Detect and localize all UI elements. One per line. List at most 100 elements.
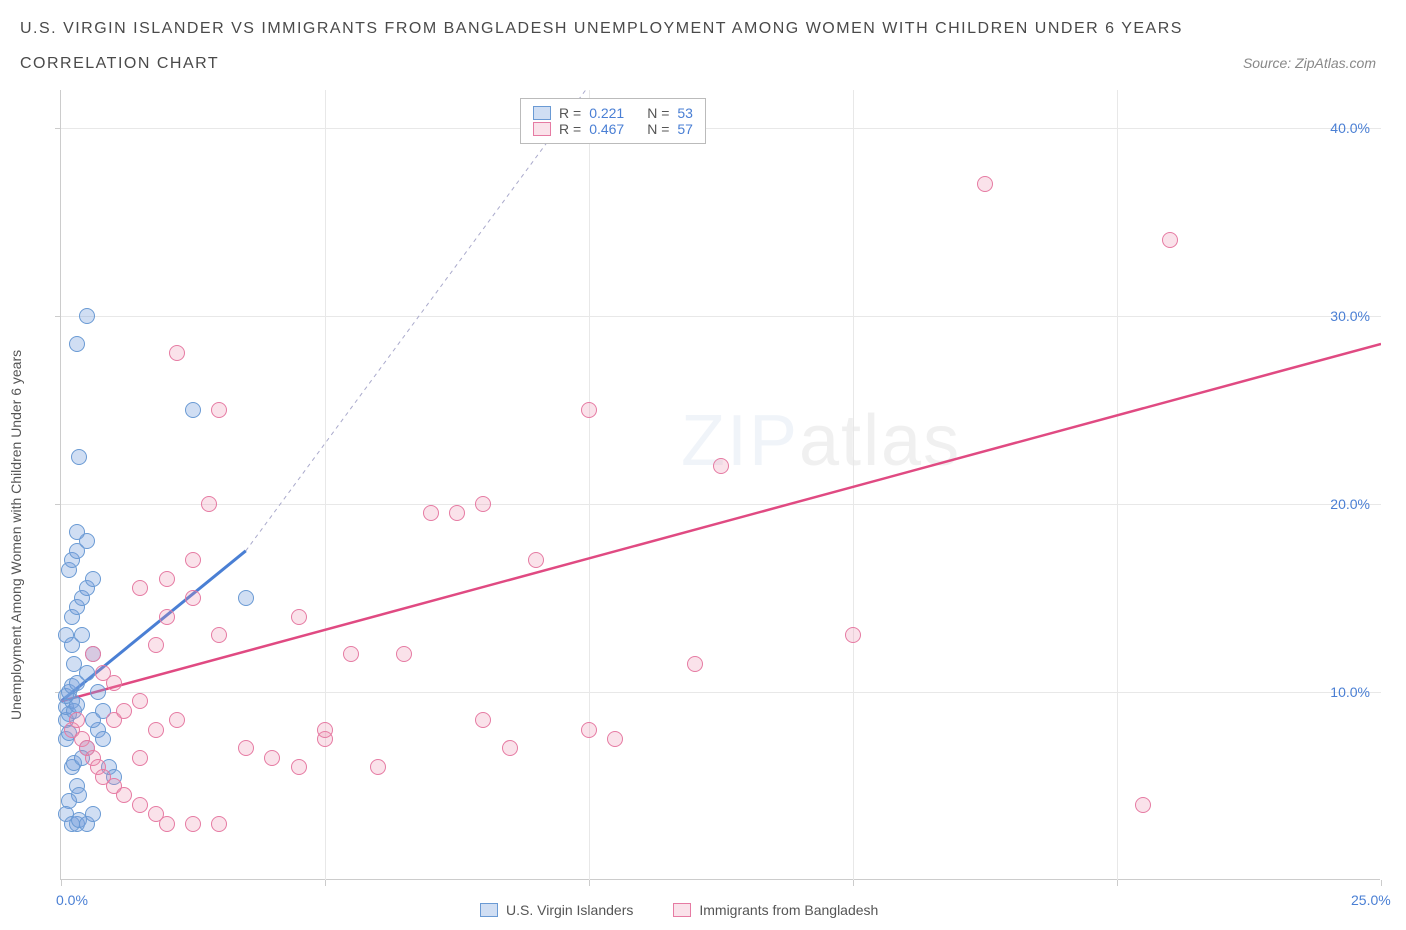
series-legend: U.S. Virgin Islanders Immigrants from Ban… [480, 902, 878, 918]
scatter-point [69, 336, 85, 352]
scatter-point [159, 571, 175, 587]
legend-bottom-item: Immigrants from Bangladesh [673, 902, 878, 918]
legend-n-value: 57 [677, 121, 693, 137]
x-tick-mark [853, 880, 854, 886]
scatter-point [528, 552, 544, 568]
scatter-point [343, 646, 359, 662]
legend-n-value: 53 [677, 105, 693, 121]
scatter-point [74, 627, 90, 643]
y-tick-mark [55, 504, 61, 505]
legend-series-name: Immigrants from Bangladesh [699, 902, 878, 918]
scatter-point [85, 806, 101, 822]
gridline-horizontal [61, 504, 1381, 505]
legend-r-label: R = [559, 121, 581, 137]
scatter-point [1162, 232, 1178, 248]
scatter-point [211, 402, 227, 418]
y-tick-label: 30.0% [1330, 308, 1370, 324]
x-tick-mark [1381, 880, 1382, 886]
scatter-point [201, 496, 217, 512]
gridline-vertical [589, 90, 590, 880]
watermark-zip: ZIP [681, 401, 799, 481]
legend-r-value: 0.221 [589, 105, 639, 121]
scatter-point [132, 797, 148, 813]
legend-r-label: R = [559, 105, 581, 121]
scatter-point [69, 712, 85, 728]
y-tick-mark [55, 316, 61, 317]
y-tick-label: 40.0% [1330, 120, 1370, 136]
legend-r-value: 0.467 [589, 121, 639, 137]
source-label: Source: ZipAtlas.com [1243, 55, 1376, 71]
scatter-point [396, 646, 412, 662]
gridline-horizontal [61, 692, 1381, 693]
y-tick-label: 10.0% [1330, 684, 1370, 700]
scatter-point [90, 684, 106, 700]
chart-plot-area: ZIPatlas 10.0%20.0%30.0%40.0%0.0%25.0% [60, 90, 1380, 880]
scatter-point [185, 590, 201, 606]
x-tick-mark [1117, 880, 1118, 886]
scatter-point [238, 740, 254, 756]
legend-swatch [673, 903, 691, 917]
gridline-horizontal [61, 316, 1381, 317]
scatter-point [159, 816, 175, 832]
scatter-point [502, 740, 518, 756]
legend-row: R =0.221N =53 [533, 105, 693, 121]
trend-line [61, 344, 1381, 701]
scatter-point [132, 693, 148, 709]
scatter-point [713, 458, 729, 474]
scatter-point [264, 750, 280, 766]
y-tick-label: 20.0% [1330, 496, 1370, 512]
scatter-point [69, 524, 85, 540]
scatter-point [238, 590, 254, 606]
x-tick-mark [589, 880, 590, 886]
x-tick-label: 25.0% [1351, 892, 1391, 908]
scatter-point [85, 571, 101, 587]
legend-swatch [533, 122, 551, 136]
scatter-point [159, 609, 175, 625]
scatter-point [185, 552, 201, 568]
scatter-point [977, 176, 993, 192]
gridline-vertical [853, 90, 854, 880]
scatter-point [291, 759, 307, 775]
legend-swatch [480, 903, 498, 917]
scatter-point [449, 505, 465, 521]
scatter-point [116, 703, 132, 719]
gridline-vertical [325, 90, 326, 880]
scatter-point [148, 722, 164, 738]
scatter-point [687, 656, 703, 672]
trend-line-dashed [246, 90, 600, 551]
x-tick-mark [325, 880, 326, 886]
legend-n-label: N = [647, 121, 669, 137]
legend-bottom-item: U.S. Virgin Islanders [480, 902, 633, 918]
chart-title-line1: U.S. VIRGIN ISLANDER VS IMMIGRANTS FROM … [20, 20, 1183, 38]
scatter-point [79, 665, 95, 681]
y-tick-mark [55, 128, 61, 129]
watermark-atlas: atlas [799, 401, 961, 481]
scatter-point [475, 712, 491, 728]
scatter-point [211, 627, 227, 643]
chart-container: U.S. VIRGIN ISLANDER VS IMMIGRANTS FROM … [0, 0, 1406, 930]
scatter-point [291, 609, 307, 625]
x-tick-mark [61, 880, 62, 886]
scatter-point [95, 731, 111, 747]
scatter-point [95, 665, 111, 681]
legend-row: R = 0.467 N = 57 [533, 121, 693, 137]
scatter-point [132, 750, 148, 766]
scatter-point [845, 627, 861, 643]
scatter-point [185, 816, 201, 832]
trend-lines-svg [61, 90, 1381, 880]
scatter-point [169, 712, 185, 728]
scatter-point [370, 759, 386, 775]
correlation-legend: R = 0.221 N = 53R = 0.467 N = 57 [520, 98, 706, 144]
legend-swatch [533, 106, 551, 120]
chart-title-line2: CORRELATION CHART [20, 55, 219, 73]
scatter-point [317, 722, 333, 738]
scatter-point [85, 712, 101, 728]
gridline-horizontal [61, 128, 1381, 129]
scatter-point [71, 449, 87, 465]
x-tick-label: 0.0% [56, 892, 88, 908]
scatter-point [66, 656, 82, 672]
scatter-point [185, 402, 201, 418]
scatter-point [148, 637, 164, 653]
y-axis-label: Unemployment Among Women with Children U… [8, 350, 24, 720]
scatter-point [1135, 797, 1151, 813]
